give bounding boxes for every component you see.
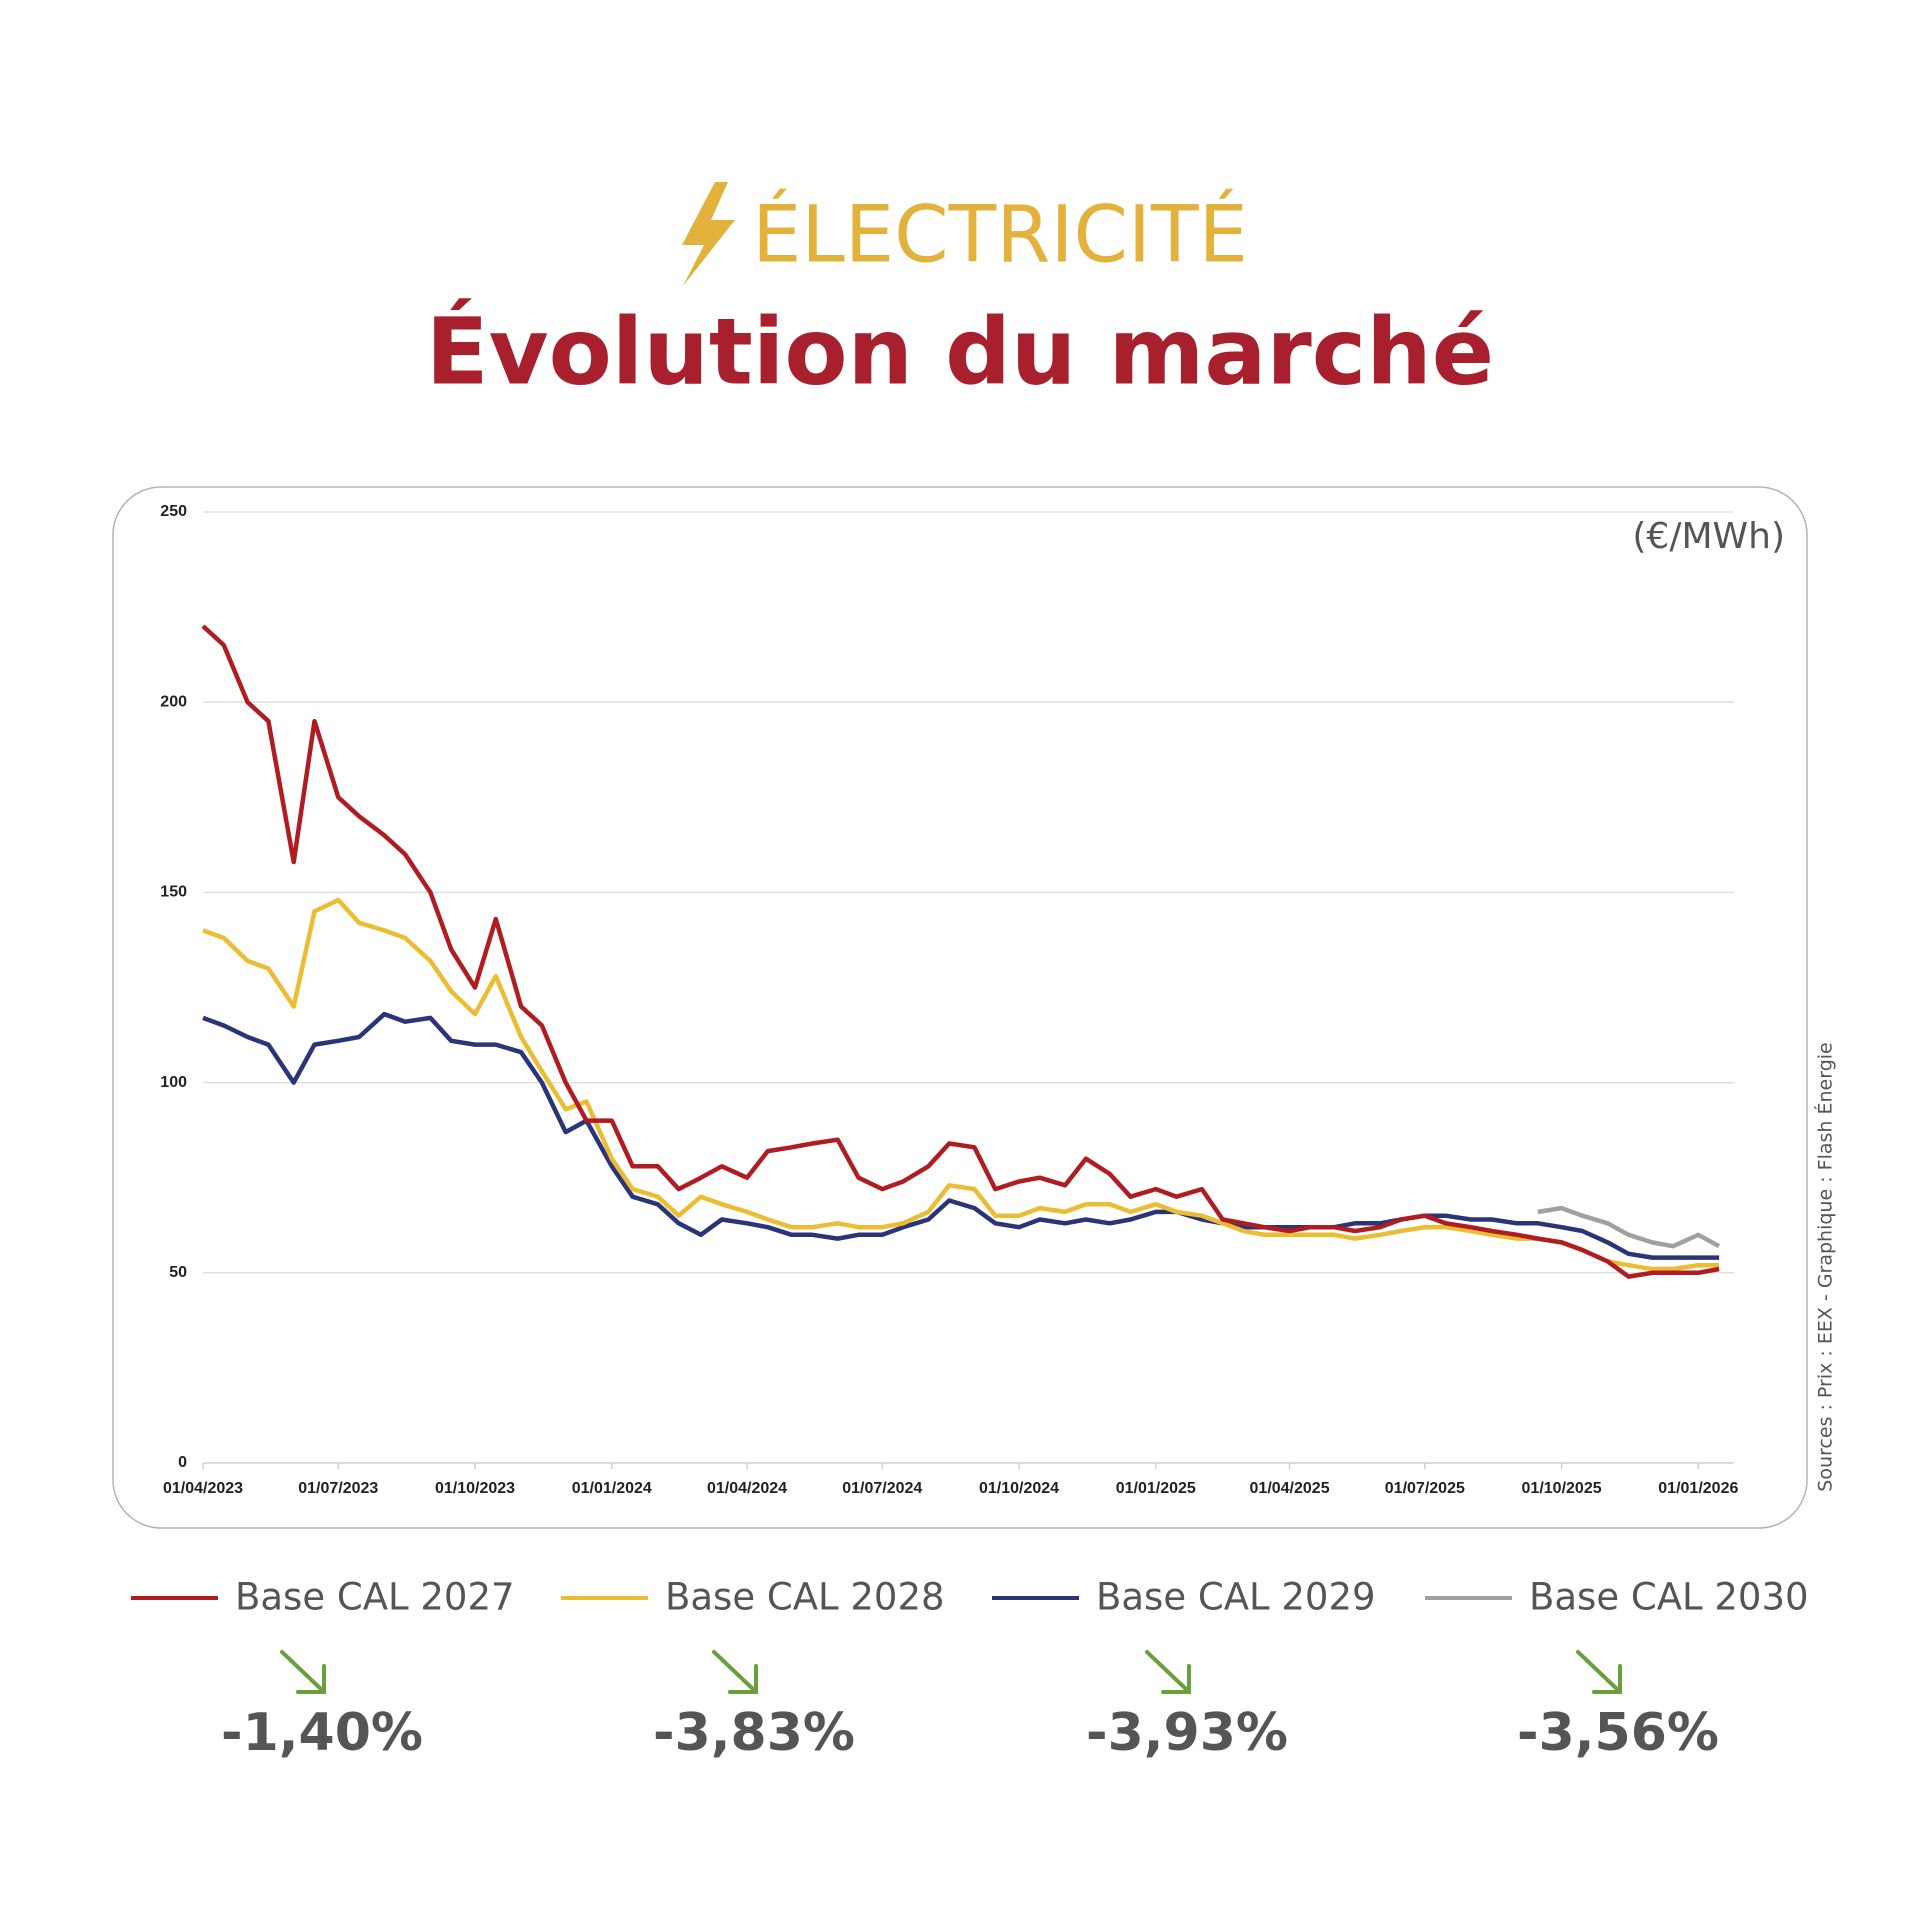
change-label: -3,56%	[1517, 1703, 1719, 1763]
trend-arrow	[1576, 1650, 1622, 1694]
kicker: ÉLECTRICITÉ	[752, 188, 1248, 280]
y-tick-label: 100	[160, 1074, 187, 1091]
change-label: -3,83%	[653, 1703, 855, 1763]
legend-label: Base CAL 2027	[235, 1576, 515, 1619]
x-tick-label: 01/04/2024	[707, 1480, 787, 1497]
change-label: -3,93%	[1086, 1703, 1288, 1763]
x-tick-label: 01/01/2026	[1658, 1480, 1738, 1497]
trend-arrow	[1145, 1650, 1191, 1694]
series-line	[202, 1011, 1720, 1260]
trend-arrow	[280, 1650, 326, 1694]
change-label: -1,40%	[221, 1703, 423, 1763]
x-tick-label: 01/07/2024	[842, 1480, 922, 1497]
y-tick-label: 150	[160, 884, 187, 901]
legend-label: Base CAL 2029	[1096, 1576, 1376, 1619]
x-tick-label: 01/01/2025	[1116, 1480, 1196, 1497]
y-tick-label: 250	[160, 503, 187, 520]
x-tick-label: 01/07/2023	[298, 1480, 378, 1497]
y-tick-label: 200	[160, 693, 187, 710]
x-tick-label: 01/04/2023	[163, 1480, 243, 1497]
legend-label: Base CAL 2028	[665, 1576, 945, 1619]
legend-label: Base CAL 2030	[1529, 1576, 1809, 1619]
chart-title: Évolution du marché	[426, 297, 1494, 405]
bolt-icon	[682, 182, 735, 286]
x-tick-label: 01/10/2024	[979, 1480, 1059, 1497]
x-tick-label: 01/04/2025	[1250, 1480, 1330, 1497]
source-note: Sources : Prix : EEX - Graphique : Flash…	[1814, 1042, 1837, 1491]
series-line	[202, 897, 1720, 1272]
x-tick-label: 01/01/2024	[572, 1480, 652, 1497]
y-tick-label: 0	[178, 1454, 187, 1471]
series-line	[201, 624, 1720, 1279]
chart-card	[112, 486, 1808, 1529]
y-tick-label: 50	[169, 1264, 187, 1281]
unit-label: (€/MWh)	[1632, 516, 1785, 557]
x-tick-label: 01/07/2025	[1385, 1480, 1465, 1497]
x-tick-label: 01/10/2023	[435, 1480, 515, 1497]
x-tick-label: 01/10/2025	[1522, 1480, 1602, 1497]
series-line	[1537, 1205, 1721, 1249]
trend-arrow	[712, 1650, 758, 1694]
